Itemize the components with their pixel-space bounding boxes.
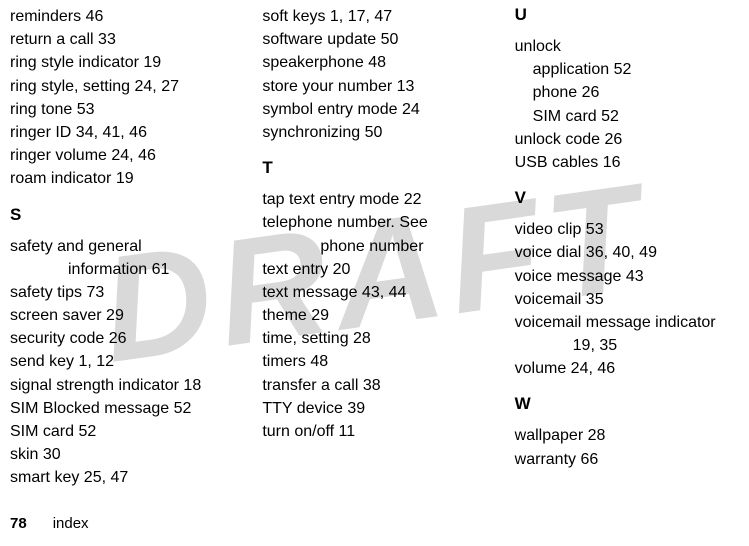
page-number: 78 xyxy=(10,515,27,532)
column-1: reminders 46return a call 33ring style i… xyxy=(10,5,234,490)
index-entry: time, setting 28 xyxy=(262,327,486,350)
index-entry: transfer a call 38 xyxy=(262,374,486,397)
page-footer: 78 index xyxy=(10,515,89,532)
index-entry: voicemail message indicator xyxy=(515,311,739,334)
index-entry: text entry 20 xyxy=(262,258,486,281)
index-entry: synchronizing 50 xyxy=(262,121,486,144)
index-subentry: phone 26 xyxy=(515,81,739,104)
index-entry: theme 29 xyxy=(262,304,486,327)
section-letter: S xyxy=(10,205,234,225)
section-letter: U xyxy=(515,5,739,25)
index-entry: timers 48 xyxy=(262,350,486,373)
index-entry: warranty 66 xyxy=(515,448,739,471)
index-entry: text message 43, 44 xyxy=(262,281,486,304)
index-entry: video clip 53 xyxy=(515,218,739,241)
index-entry: ringer ID 34, 41, 46 xyxy=(10,121,234,144)
index-entry: skin 30 xyxy=(10,443,234,466)
index-entry: voicemail 35 xyxy=(515,288,739,311)
index-entry-continuation: phone number xyxy=(262,235,486,258)
index-entry: software update 50 xyxy=(262,28,486,51)
index-entry-continuation: information 61 xyxy=(10,258,234,281)
index-entry: ring style, setting 24, 27 xyxy=(10,75,234,98)
index-entry: ringer volume 24, 46 xyxy=(10,144,234,167)
index-entry: speakerphone 48 xyxy=(262,51,486,74)
index-entry: store your number 13 xyxy=(262,75,486,98)
index-entry: voice dial 36, 40, 49 xyxy=(515,241,739,264)
index-entry: soft keys 1, 17, 47 xyxy=(262,5,486,28)
index-entry: reminders 46 xyxy=(10,5,234,28)
column-3: Uunlockapplication 52phone 26SIM card 52… xyxy=(515,5,739,490)
index-content: reminders 46return a call 33ring style i… xyxy=(0,0,749,500)
column-2: soft keys 1, 17, 47software update 50spe… xyxy=(262,5,486,490)
index-entry: ring tone 53 xyxy=(10,98,234,121)
index-entry: smart key 25, 47 xyxy=(10,466,234,489)
index-entry: safety and general xyxy=(10,235,234,258)
index-entry: telephone number. See xyxy=(262,211,486,234)
index-subentry: application 52 xyxy=(515,58,739,81)
index-entry: SIM Blocked message 52 xyxy=(10,397,234,420)
index-entry: TTY device 39 xyxy=(262,397,486,420)
index-entry: roam indicator 19 xyxy=(10,167,234,190)
index-entry: turn on/off 11 xyxy=(262,420,486,443)
index-entry-continuation: 19, 35 xyxy=(515,334,739,357)
index-entry: safety tips 73 xyxy=(10,281,234,304)
section-letter: W xyxy=(515,394,739,414)
index-entry: tap text entry mode 22 xyxy=(262,188,486,211)
section-letter: T xyxy=(262,158,486,178)
index-entry: return a call 33 xyxy=(10,28,234,51)
section-letter: V xyxy=(515,188,739,208)
index-entry: symbol entry mode 24 xyxy=(262,98,486,121)
index-entry: screen saver 29 xyxy=(10,304,234,327)
index-entry: unlock xyxy=(515,35,739,58)
index-entry: ring style indicator 19 xyxy=(10,51,234,74)
index-entry: SIM card 52 xyxy=(10,420,234,443)
index-entry: voice message 43 xyxy=(515,265,739,288)
index-entry: unlock code 26 xyxy=(515,128,739,151)
index-entry: signal strength indicator 18 xyxy=(10,374,234,397)
index-entry: volume 24, 46 xyxy=(515,357,739,380)
index-entry: USB cables 16 xyxy=(515,151,739,174)
index-entry: send key 1, 12 xyxy=(10,350,234,373)
index-subentry: SIM card 52 xyxy=(515,105,739,128)
index-entry: wallpaper 28 xyxy=(515,424,739,447)
footer-label: index xyxy=(53,515,89,532)
index-entry: security code 26 xyxy=(10,327,234,350)
